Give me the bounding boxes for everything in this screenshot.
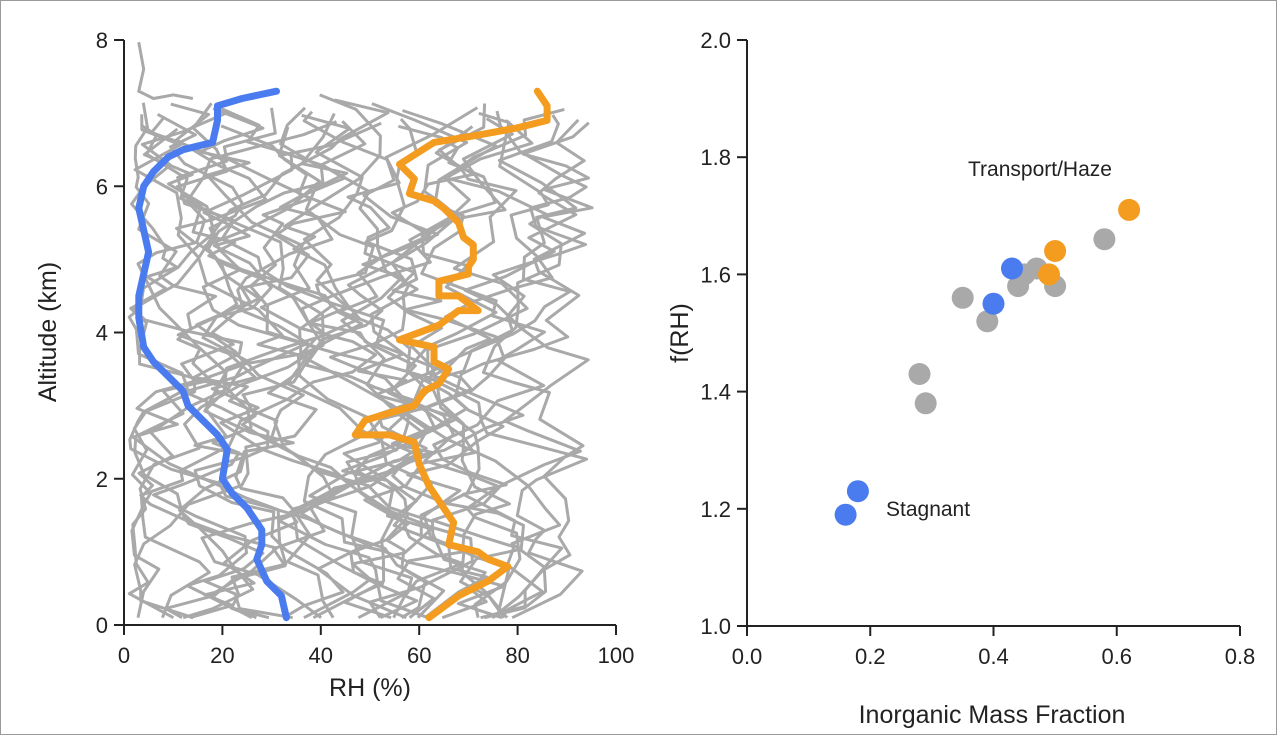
blue-data-point [982,292,1005,315]
blue-data-point [834,503,857,526]
x-tick-label: 0 [118,643,130,668]
background-profile-line [137,124,347,619]
gray-data-point [951,286,974,309]
background-profile-line [346,106,489,619]
y-tick-label: 1.0 [700,614,731,639]
y-tick-label: 2 [96,467,108,492]
background-profile-line [300,124,522,619]
x-tick-label: 0.0 [732,644,763,669]
x-tick-label: 0.8 [1225,644,1256,669]
frh-scatter-y-axis-label: f(RH) [666,303,694,363]
y-tick-label: 0 [96,613,108,638]
frh-scatter-points [834,198,1141,526]
y-tick-label: 4 [96,321,108,346]
background-profile-line [396,110,588,619]
background-profile-line [302,117,506,620]
rh-profile-x-axis-label: RH (%) [329,674,411,702]
background-profile-line [406,121,594,619]
gray-data-point [976,310,999,333]
background-profile-line [133,125,476,620]
background-profile-line [139,107,378,620]
gray-data-point [908,363,931,385]
x-tick-label: 60 [407,643,431,668]
transport-haze-annotation: Transport/Haze [968,158,1112,181]
highlighted-profiles [135,87,551,622]
x-tick-label: 80 [505,643,529,668]
gray-data-point [1093,228,1116,251]
background-profile-line [178,113,364,620]
y-tick-label: 8 [96,28,108,53]
x-tick-label: 40 [309,643,333,668]
y-tick-label: 1.2 [700,497,731,522]
y-tick-label: 2.0 [700,28,731,53]
stagnant-annotation: Stagnant [886,498,970,521]
blue-data-point [1001,257,1023,280]
background-profile-line [137,41,194,101]
background-profile-line [291,103,529,620]
orange-data-point [1038,263,1060,286]
background-profile-line [176,106,410,620]
blue-data-point [846,480,869,503]
background-profile-line [136,102,335,619]
orange-data-point [1118,198,1141,221]
background-profiles [127,41,594,620]
orange-profile-line [351,87,551,622]
y-tick-label: 1.8 [700,145,731,170]
background-profile-line [357,107,565,619]
background-profile-line [430,118,590,620]
y-tick-label: 1.6 [700,262,731,287]
rh-profile-y-axis-label: Altitude (km) [34,262,62,402]
x-tick-label: 0.2 [855,644,886,669]
gray-data-point [914,392,937,415]
frh-scatter-x-axis-label: Inorganic Mass Fraction [859,701,1126,729]
frh-scatter-axes: 0.0 0.2 0.4 0.6 0.8 1.0 1.2 1.4 1.6 1.8 2.0 [700,28,1255,669]
x-tick-label: 20 [210,643,234,668]
background-profile-line [130,120,338,619]
background-profile-line [444,119,585,619]
rh-profile-axes: 0 20 40 60 80 100 0 2 4 6 8 [96,28,635,668]
rh-profile-chart: 0 20 40 60 80 100 0 2 4 6 8 RH (%) Altitude (km) [34,28,634,702]
y-tick-label: 1.4 [700,380,731,405]
background-profile-line [133,114,474,619]
x-tick-label: 0.4 [978,644,1009,669]
frh-scatter-chart: 0.0 0.2 0.4 0.6 0.8 1.0 1.2 1.4 1.6 1.8 2.0 Inorga… [666,28,1255,729]
x-tick-label: 0.6 [1101,644,1132,669]
orange-data-point [1044,240,1067,262]
blue-profile-line [135,87,290,622]
background-profile-line [164,112,468,620]
y-tick-label: 6 [96,174,108,199]
x-tick-label: 100 [598,643,635,668]
